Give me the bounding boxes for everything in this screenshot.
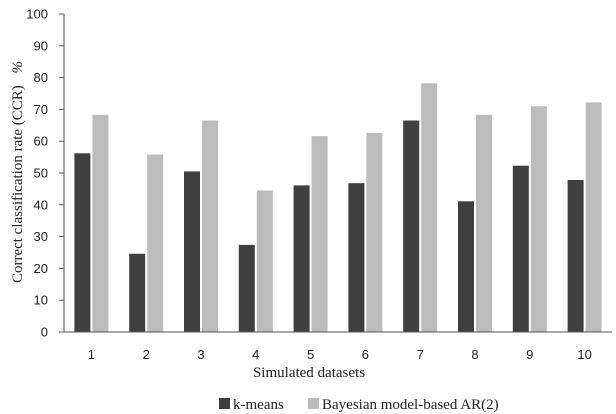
x-tick-label: 1 <box>88 347 95 362</box>
legend-swatch-kmeans <box>219 398 230 409</box>
y-tick-label: 0 <box>41 325 48 340</box>
y-tick-label: 10 <box>34 293 48 308</box>
bar-bayesian-ar2-6 <box>366 132 383 332</box>
bar-kmeans-7 <box>403 120 420 332</box>
y-tick-label: 30 <box>34 229 48 244</box>
x-tick-label: 3 <box>197 347 204 362</box>
legend-swatch-bayesian-ar2 <box>308 398 319 409</box>
y-tick-label: 50 <box>34 166 48 181</box>
y-tick-label: 40 <box>34 197 48 212</box>
x-tick-label: 8 <box>471 347 478 362</box>
bar-bayesian-ar2-7 <box>421 83 438 332</box>
y-axis-title: Correct classification rate (CCR) % <box>10 61 26 283</box>
bar-bayesian-ar2-9 <box>530 106 547 332</box>
legend: k-means Bayesian model-based AR(2) <box>219 397 499 413</box>
bar-bayesian-ar2-2 <box>147 154 164 332</box>
bar-kmeans-4 <box>238 244 255 332</box>
bar-bayesian-ar2-4 <box>256 190 273 332</box>
bar-kmeans-8 <box>458 201 474 332</box>
x-axis-title: Simulated datasets <box>253 365 365 381</box>
bars <box>74 83 602 333</box>
legend-label-kmeans: k-means <box>233 397 284 413</box>
bar-kmeans-3 <box>184 171 200 332</box>
x-tick-label: 5 <box>307 347 314 362</box>
bar-bayesian-ar2-5 <box>311 136 328 332</box>
bar-kmeans-1 <box>74 153 91 332</box>
bar-bayesian-ar2-10 <box>585 102 602 333</box>
y-tick-label: 60 <box>34 134 48 149</box>
x-tick-label: 10 <box>577 347 591 362</box>
x-tick-label: 2 <box>143 347 150 362</box>
y-tick-label: 80 <box>34 70 48 85</box>
x-tick-label: 4 <box>252 347 259 362</box>
x-tick-label: 7 <box>417 347 424 362</box>
y-tick-label: 20 <box>34 261 48 276</box>
y-tick-label: 100 <box>26 7 48 22</box>
y-tick-label: 70 <box>34 102 48 117</box>
bar-kmeans-10 <box>567 179 584 332</box>
bar-bayesian-ar2-1 <box>92 114 109 332</box>
bar-kmeans-6 <box>348 183 365 332</box>
bar-kmeans-9 <box>512 165 529 332</box>
y-axis-ticks: 0 10 20 30 40 50 60 70 80 90 100 <box>26 7 64 340</box>
legend-label-bayesian-ar2: Bayesian model-based AR(2) <box>322 397 499 413</box>
bar-kmeans-5 <box>293 185 310 332</box>
bar-kmeans-2 <box>129 253 146 332</box>
y-axis-unit: % <box>10 61 26 74</box>
y-tick-label: 90 <box>34 38 48 53</box>
x-tick-label: 6 <box>362 347 369 362</box>
y-axis-label: Correct classification rate (CCR) <box>10 85 26 283</box>
bar-bayesian-ar2-3 <box>202 120 218 332</box>
x-axis-ticks: 1 2 3 4 5 6 7 8 9 10 <box>88 347 592 362</box>
bar-bayesian-ar2-8 <box>476 114 492 332</box>
x-tick-label: 9 <box>526 347 533 362</box>
